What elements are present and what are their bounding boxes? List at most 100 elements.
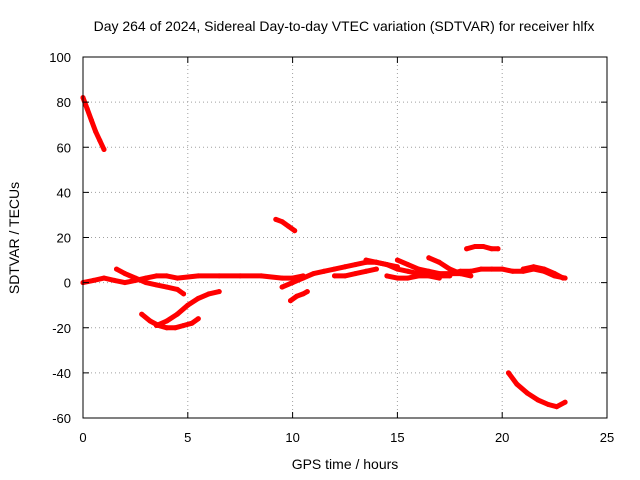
data-point [468, 268, 474, 274]
data-point [164, 318, 170, 324]
data-point [279, 284, 285, 290]
data-point [436, 259, 442, 265]
data-point [545, 402, 551, 407]
data-point [206, 291, 212, 297]
data-point [394, 266, 400, 272]
y-tick-label: 100 [49, 50, 71, 65]
data-point [101, 275, 107, 281]
data-point [164, 325, 170, 331]
y-axis-title: SDTVAR / TECUs [6, 182, 22, 294]
data-point [181, 291, 187, 297]
data-point [304, 289, 310, 295]
data-point [174, 311, 180, 317]
x-tick-label: 0 [79, 430, 86, 445]
data-point [195, 295, 201, 301]
data-point [285, 223, 291, 229]
data-point [373, 266, 379, 272]
data-point [216, 273, 222, 279]
data-point [510, 268, 516, 274]
data-point [535, 397, 541, 403]
y-tick-label: 20 [57, 231, 71, 246]
y-tick-label: -20 [52, 321, 71, 336]
data-point [426, 273, 432, 279]
data-point [531, 264, 537, 270]
data-point [384, 262, 390, 268]
data-point [258, 273, 264, 279]
data-point [164, 273, 170, 279]
y-tick-label: -40 [52, 366, 71, 381]
data-point [499, 266, 505, 272]
data-point [114, 266, 119, 272]
data-point [480, 244, 486, 249]
data-point [541, 266, 547, 272]
data-point [342, 273, 348, 279]
data-point [447, 271, 453, 277]
data-point [195, 316, 201, 322]
data-point [524, 390, 530, 396]
data-point [373, 259, 379, 265]
x-tick-label: 15 [390, 430, 404, 445]
data-point [363, 268, 369, 274]
data-point [560, 275, 566, 281]
data-point [342, 264, 348, 270]
y-tick-label: -60 [52, 411, 71, 426]
data-point [279, 219, 285, 225]
data-point [147, 318, 153, 324]
x-tick-label: 20 [495, 430, 509, 445]
series-track-12 [384, 273, 442, 281]
data-point [332, 273, 337, 279]
data-point [122, 271, 128, 277]
x-axis-title: GPS time / hours [292, 456, 399, 472]
data-point [495, 246, 501, 252]
data-point [300, 275, 306, 281]
y-tick-label: 0 [64, 276, 71, 291]
data-point [468, 273, 474, 279]
data-point [174, 286, 180, 292]
y-tick-label: 60 [57, 140, 71, 155]
axis-ticks: 0 5 10 15 20 25 -60 -40 -20 0 20 40 60 80 100 [49, 50, 614, 445]
data-point [405, 275, 411, 281]
data-point [279, 275, 285, 281]
data-point [91, 277, 96, 283]
data-point [93, 129, 99, 134]
data-point [189, 320, 195, 326]
data-point [436, 271, 442, 277]
data-point [394, 257, 400, 263]
data-point [520, 266, 526, 272]
data-point [489, 266, 495, 272]
data-point [472, 244, 478, 249]
data-point [363, 257, 369, 263]
data-point [321, 268, 327, 274]
series-track-2 [80, 273, 180, 286]
data-point [153, 273, 159, 279]
data-point [426, 268, 432, 274]
data-point [84, 106, 90, 112]
data-point [290, 280, 296, 286]
x-tick-label: 10 [285, 430, 299, 445]
data-point [185, 302, 191, 308]
data-point [153, 323, 159, 328]
data-point [292, 228, 298, 234]
data-point [88, 117, 94, 123]
data-point [174, 275, 180, 281]
data-point [353, 271, 358, 277]
data-point [415, 266, 421, 272]
data-point [415, 273, 421, 279]
data-point [195, 273, 201, 279]
data-point [384, 273, 390, 279]
data-point [172, 325, 178, 331]
y-tick-label: 40 [57, 185, 71, 200]
data-point [552, 271, 558, 277]
data-point [294, 293, 300, 299]
data-point [111, 277, 117, 283]
data-point [237, 273, 243, 279]
data-point [489, 246, 495, 252]
data-point [405, 268, 411, 274]
data-point [153, 282, 159, 288]
data-point [436, 275, 442, 281]
data-point [216, 289, 222, 295]
grid [83, 57, 607, 418]
data-point [332, 266, 337, 272]
x-tick-label: 25 [600, 430, 614, 445]
